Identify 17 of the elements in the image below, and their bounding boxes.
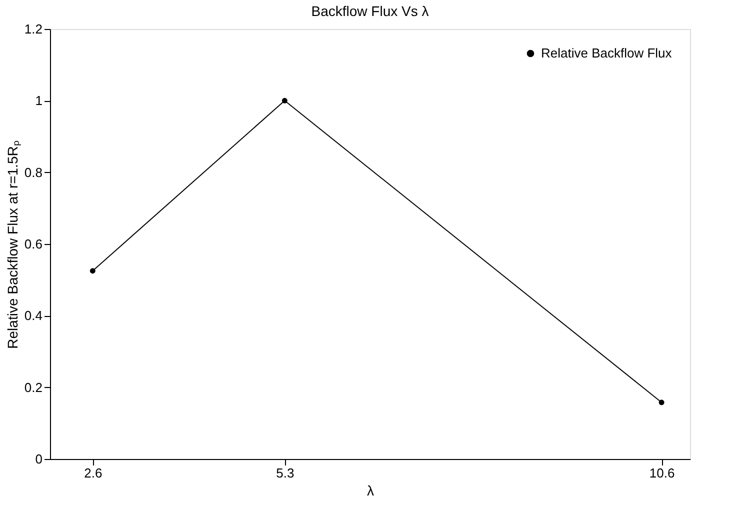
x-tick-label: 5.3	[276, 466, 294, 480]
y-axis-title: Relative Backflow Flux at r=1.5Rₚ	[4, 140, 22, 349]
y-tick-label: 0.4	[24, 308, 42, 324]
y-tick-label: 0.6	[24, 236, 42, 252]
x-tick-label: 10.6	[649, 466, 675, 480]
y-tick-label: 0.2	[24, 380, 42, 395]
point	[282, 98, 288, 104]
y-tick-label: 0	[35, 452, 42, 466]
chart-title: Backflow Flux Vs λ	[311, 3, 429, 19]
y-tick-label: 0.8	[24, 164, 42, 180]
y-tick-label: 1.2	[24, 22, 42, 36]
legend-label: Relative Backflow Flux	[541, 46, 672, 60]
x-tick-label: 2.6	[84, 466, 102, 480]
y-tick-label: 1	[35, 93, 42, 108]
point	[658, 400, 664, 406]
point	[90, 268, 96, 274]
x-axis-title: λ	[367, 482, 374, 498]
